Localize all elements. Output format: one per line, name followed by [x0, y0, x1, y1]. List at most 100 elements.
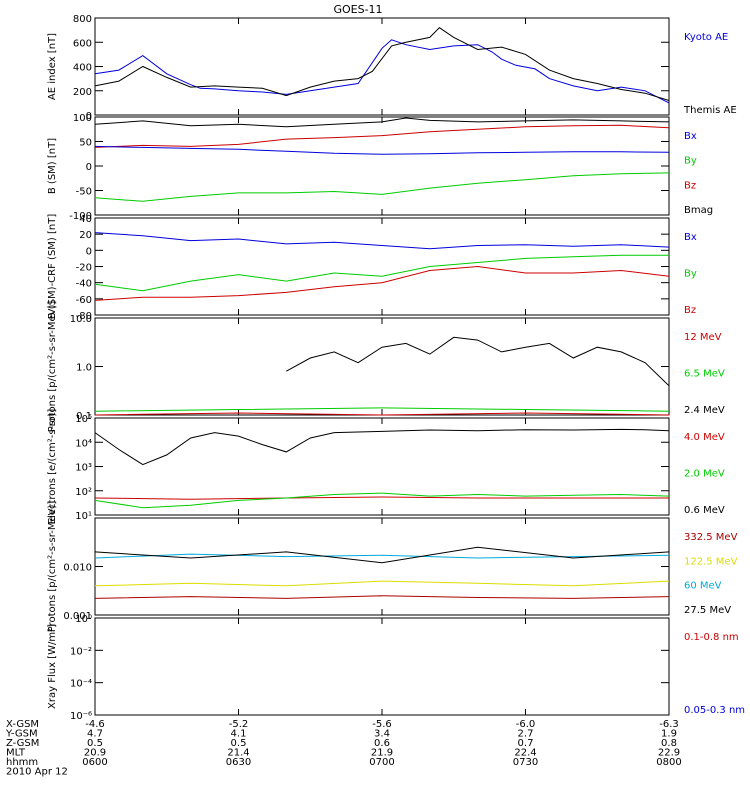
- y-tick-label: 10⁵: [75, 414, 92, 425]
- x-axis-value: 21.4: [227, 748, 249, 759]
- x-axis-row-label: MLT: [6, 748, 26, 759]
- panel-frame: [94, 17, 670, 116]
- panel-5: 10⁵ 10⁴ 10³ 10² 10¹ Electrons [e/(cm²-s-sr)] 4…: [47, 409, 725, 525]
- x-axis-value: 4.1: [231, 729, 247, 740]
- x-axis-value: 22.9: [658, 748, 680, 759]
- y-tick-label: -50: [76, 187, 92, 198]
- legend-entry: 332.5 MeV: [684, 532, 738, 543]
- y-axis-label: Protons [p/(cm²-s-sr-MeV)]: [47, 501, 58, 633]
- panel-frame: [94, 417, 670, 516]
- y-tick-label: -80: [76, 311, 92, 322]
- series-line-27-5-mev: [94, 546, 670, 564]
- y-axis-label: Electrons [e/(cm²-s-sr)]: [47, 409, 58, 525]
- panel-frame: [94, 116, 670, 216]
- y-tick-label: 800: [73, 14, 92, 25]
- panel-4: 10.0 1.0 0.1 Protons [p/(cm²-s-sr-MeV)] 12 M…: [47, 301, 725, 433]
- series-line-bz: [94, 124, 670, 148]
- x-axis-value: 0.7: [518, 738, 534, 749]
- legend-entry: Bz: [684, 305, 696, 316]
- x-axis-row-label: hhmm: [6, 757, 38, 768]
- y-tick-label: 10⁻²: [70, 646, 92, 657]
- series-line-by: [94, 254, 669, 292]
- x-axis-value: 0600: [82, 757, 107, 768]
- x-axis-value: 0.6: [374, 738, 390, 749]
- y-tick-label: 600: [73, 38, 92, 49]
- series-line-6-5-mev: [94, 407, 670, 412]
- series-line-2-0-mev: [94, 492, 670, 509]
- legend-entry: 12 MeV: [684, 332, 722, 343]
- y-tick-label: 0.1: [76, 411, 92, 422]
- y-tick-label: 0.001: [63, 611, 92, 622]
- legend-entry: Bz: [684, 180, 696, 191]
- y-tick-label: 10⁰: [75, 614, 92, 625]
- y-tick-label: 10²: [75, 487, 92, 498]
- series-line-4-0-mev: [94, 496, 669, 500]
- series-line-bx: [94, 145, 670, 155]
- panel-frame: [94, 317, 670, 416]
- y-tick-label: 0: [86, 111, 92, 122]
- legend-entry: 2.0 MeV: [684, 469, 725, 480]
- y-tick-label: 100: [73, 113, 92, 124]
- series-line-bmag: [94, 117, 670, 128]
- y-tick-label: 10⁻⁴: [70, 679, 92, 690]
- series-line-0-6-mev: [94, 428, 670, 466]
- x-axis-value: -4.6: [85, 719, 105, 730]
- panel-frame: [94, 617, 670, 716]
- y-tick-label: 10⁻⁶: [70, 711, 92, 722]
- series-line-bz: [94, 265, 670, 301]
- legend-entry: 122.5 MeV: [684, 556, 738, 567]
- x-axis-value: -5.2: [229, 719, 249, 730]
- y-tick-label: 10³: [75, 463, 92, 474]
- date-label: 2010 Apr 12: [6, 767, 68, 778]
- legend-entry: By: [684, 156, 697, 167]
- legend-entry: 4.0 MeV: [684, 432, 725, 443]
- legend-entry: 27.5 MeV: [684, 605, 731, 616]
- x-axis-value: 0730: [513, 757, 538, 768]
- y-tick-label: 40: [79, 214, 92, 225]
- x-axis-value: 0.5: [87, 738, 103, 749]
- y-tick-label: 400: [73, 63, 92, 74]
- panel-7: 10⁰ 10⁻² 10⁻⁴ 10⁻⁶ Xray Flux [W/m²] 0.1-0.8 n…: [47, 614, 745, 722]
- x-axis-labels: X-GSM -4.6 -5.2 -5.6 -6.0 -6.3 Y-GSM 4.7 4.1 3.4 2…: [5, 719, 682, 778]
- y-tick-label: 1.0: [76, 363, 92, 374]
- x-axis-value: 0630: [226, 757, 251, 768]
- series-line-themis-ae: [94, 27, 670, 101]
- panel-frame: [94, 517, 670, 616]
- y-tick-label: 200: [73, 87, 92, 98]
- legend-entry: By: [684, 269, 697, 280]
- series-line-by: [94, 172, 670, 202]
- y-tick-label: 50: [79, 138, 92, 149]
- panel-frame: [94, 217, 670, 316]
- x-axis-row-label: X-GSM: [6, 719, 39, 730]
- legend-entry: Bmag: [684, 205, 713, 216]
- x-axis-value: 3.4: [374, 729, 390, 740]
- x-axis-value: 2.7: [518, 729, 534, 740]
- panel-2: 100 50 0 -50 -100 B (SM) [nT] Bx By Bz Bmag: [47, 113, 713, 222]
- panel-3: 40 20 0 -20 -40 -60 -80 B (SM)-CRF (SM) [nT] Bx B…: [47, 214, 697, 322]
- legend-entry: 2.4 MeV: [684, 405, 725, 416]
- series-line-12-mev: [94, 412, 670, 416]
- panel-6: 0.010 0.001 Protons [p/(cm²-s-sr-MeV)] 332.…: [47, 501, 738, 633]
- legend-entry: 0.6 MeV: [684, 505, 725, 516]
- y-tick-label: -20: [76, 263, 92, 274]
- y-tick-label: -100: [69, 211, 92, 222]
- x-axis-value: 0.5: [231, 738, 247, 749]
- legend-entry: Kyoto AE: [684, 32, 728, 43]
- x-axis-value: 22.4: [514, 748, 536, 759]
- y-axis-label: B (SM) [nT]: [47, 138, 58, 194]
- legend-entry: Bx: [684, 131, 697, 142]
- x-axis-row-label: Z-GSM: [6, 738, 39, 749]
- x-axis-value: -5.6: [372, 719, 392, 730]
- y-axis-label: Protons [p/(cm²-s-sr-MeV)]: [47, 301, 58, 433]
- y-axis-label: Xray Flux [W/m²]: [47, 624, 58, 709]
- legend-entry: 60 MeV: [684, 581, 722, 592]
- y-tick-label: 20: [79, 230, 92, 241]
- legend-entry: Themis AE: [683, 105, 737, 116]
- x-axis-value: -6.3: [659, 719, 679, 730]
- panel-1: 800 600 400 200 0 AE index [nT] Kyoto AE Themis…: [47, 14, 737, 122]
- series-line-122-5-mev: [94, 580, 670, 587]
- y-tick-label: -60: [76, 295, 92, 306]
- x-axis-value: 21.9: [371, 748, 393, 759]
- y-axis-label: B (SM)-CRF (SM) [nT]: [47, 214, 58, 320]
